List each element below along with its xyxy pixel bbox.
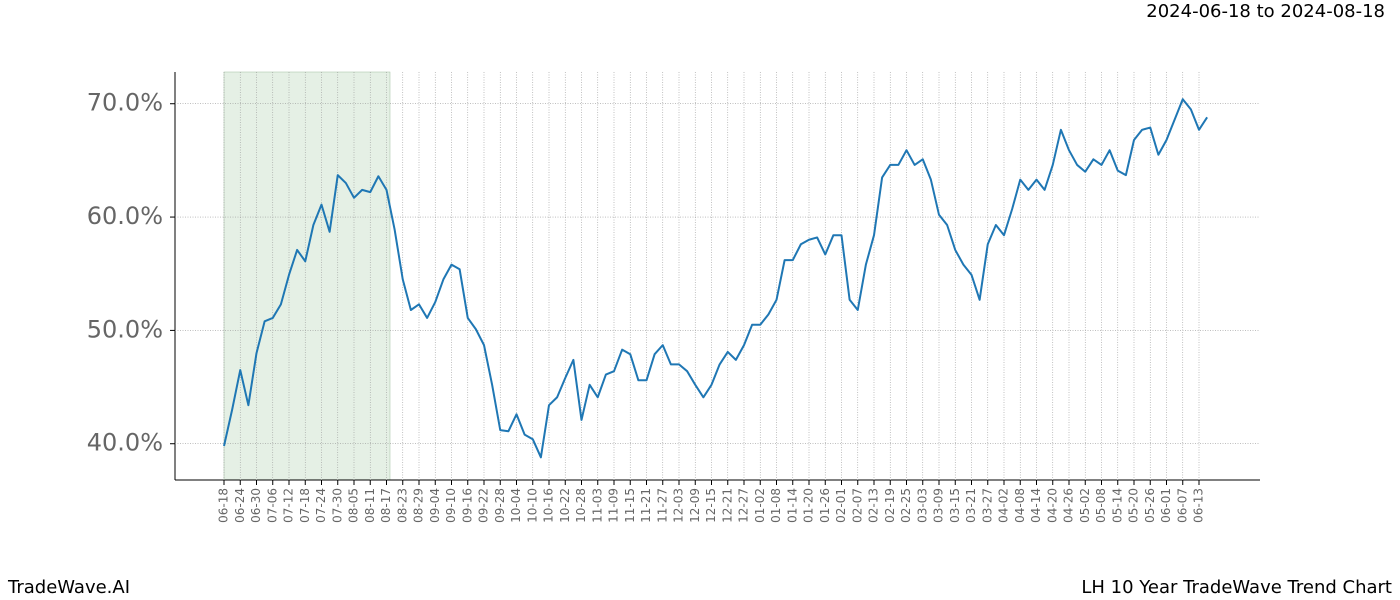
- x-tick-label: 12-15: [704, 488, 718, 523]
- x-tick-label: 03-27: [980, 488, 994, 523]
- x-tick-label: 08-29: [412, 488, 426, 523]
- x-tick-label: 04-26: [1062, 488, 1076, 523]
- x-tick-label: 10-10: [525, 488, 539, 523]
- x-tick-label: 09-28: [493, 488, 507, 523]
- x-tick-label: 05-20: [1127, 488, 1141, 523]
- footer-left: TradeWave.AI: [7, 577, 130, 598]
- x-tick-label: 07-06: [265, 488, 279, 523]
- x-tick-label: 02-25: [899, 488, 913, 523]
- x-tick-label: 05-26: [1143, 488, 1157, 523]
- x-tick-label: 03-21: [964, 488, 978, 523]
- x-tick-label: 11-27: [655, 488, 669, 523]
- x-tick-label: 12-27: [737, 488, 751, 523]
- footer-right: LH 10 Year TradeWave Trend Chart: [1081, 577, 1392, 598]
- x-tick-label: 07-12: [282, 488, 296, 523]
- x-tick-label: 04-20: [1045, 488, 1059, 523]
- y-tick-label: 60.0%: [87, 202, 163, 230]
- x-tick-label: 08-11: [363, 488, 377, 523]
- x-tick-label: 07-30: [330, 488, 344, 523]
- x-tick-label: 04-08: [1013, 488, 1027, 523]
- x-tick-label: 01-02: [753, 488, 767, 523]
- y-tick-label: 50.0%: [87, 315, 163, 343]
- highlight-band: [223, 71, 391, 481]
- x-tick-label: 10-22: [558, 488, 572, 523]
- x-tick-label: 07-24: [314, 488, 328, 523]
- x-tick-label: 11-03: [590, 488, 604, 523]
- x-tick-label: 09-22: [477, 488, 491, 523]
- x-tick-label: 06-24: [233, 488, 247, 523]
- x-tick-label: 10-04: [509, 488, 523, 523]
- x-tick-label: 12-21: [720, 488, 734, 523]
- x-tick-label: 10-28: [574, 488, 588, 523]
- x-tick-label: 01-20: [802, 488, 816, 523]
- x-tick-label: 04-14: [1029, 488, 1043, 523]
- x-tick-label: 01-14: [785, 488, 799, 523]
- chart-title: 2024-06-18 to 2024-08-18: [1146, 1, 1385, 22]
- x-tick-label: 02-01: [834, 488, 848, 523]
- x-tick-label: 05-14: [1110, 488, 1124, 523]
- x-tick-label: 08-05: [347, 488, 361, 523]
- x-tick-label: 08-23: [395, 488, 409, 523]
- x-tick-label: 05-02: [1078, 488, 1092, 523]
- x-tick-label: 03-03: [915, 488, 929, 523]
- x-tick-label: 04-02: [997, 488, 1011, 523]
- x-tick-label: 07-18: [298, 488, 312, 523]
- x-tick-label: 03-09: [932, 488, 946, 523]
- x-tick-label: 09-16: [460, 488, 474, 523]
- x-tick-label: 06-13: [1192, 488, 1206, 523]
- x-tick-label: 06-01: [1159, 488, 1173, 523]
- x-tick-label: 08-17: [379, 488, 393, 523]
- x-tick-label: 06-07: [1175, 488, 1189, 523]
- x-tick-label: 02-13: [867, 488, 881, 523]
- x-tick-label: 06-18: [217, 488, 231, 523]
- x-tick-label: 09-10: [444, 488, 458, 523]
- x-tick-label: 12-09: [688, 488, 702, 523]
- x-tick-label: 12-03: [672, 488, 686, 523]
- x-tick-label: 03-15: [948, 488, 962, 523]
- x-tick-label: 11-09: [607, 488, 621, 523]
- x-tick-label: 11-15: [623, 488, 637, 523]
- x-tick-label: 02-19: [883, 488, 897, 523]
- x-tick-label: 11-21: [639, 488, 653, 523]
- data-line: [223, 98, 1208, 459]
- x-tick-label: 06-30: [249, 488, 263, 523]
- x-tick-label: 01-26: [818, 488, 832, 523]
- y-tick-label: 70.0%: [87, 89, 163, 117]
- y-tick-label: 40.0%: [87, 429, 163, 457]
- x-tick-label: 10-16: [542, 488, 556, 523]
- x-tick-label: 01-08: [769, 488, 783, 523]
- x-tick-label: 09-04: [428, 488, 442, 523]
- x-tick-label: 05-08: [1094, 488, 1108, 523]
- x-tick-label: 02-07: [850, 488, 864, 523]
